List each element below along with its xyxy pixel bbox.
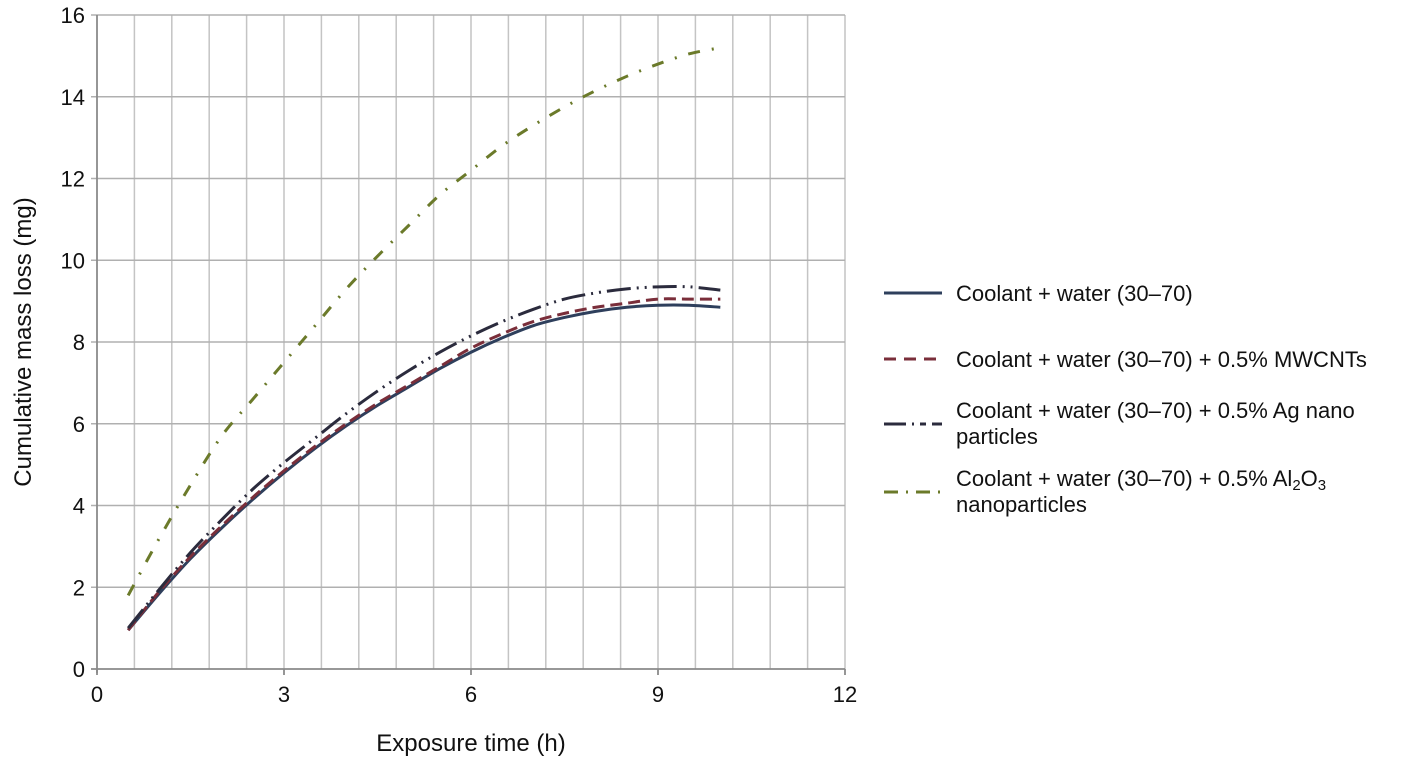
legend-item-ag-nanoparticles: Coolant + water (30–70) + 0.5% Ag nano p… [882,398,1355,450]
svg-text:0: 0 [73,657,85,682]
svg-text:4: 4 [73,494,85,519]
svg-text:8: 8 [73,330,85,355]
svg-text:16: 16 [61,3,85,28]
series-line [126,297,721,632]
svg-text:9: 9 [652,682,664,707]
y-axis-title: Cumulative mass loss (mg) [10,197,37,487]
legend-label: Coolant + water (30–70) [956,281,1193,306]
legend-item-coolant-water: Coolant + water (30–70) [882,281,1193,307]
series-line [126,284,721,630]
x-axis-title: Exposure time (h) [376,730,566,757]
dashed-line-swatch-icon [884,357,942,361]
svg-text:12: 12 [61,167,85,192]
svg-text:6: 6 [73,412,85,437]
axes [91,15,846,675]
legend-label: Coolant + water (30–70) + 0.5% Ag nano p… [956,398,1355,449]
series-line [126,46,721,597]
svg-text:14: 14 [61,85,85,110]
solid-line-swatch-icon [884,291,942,295]
data-series [126,46,721,632]
series-line [127,303,721,632]
svg-text:12: 12 [833,682,857,707]
svg-text:10: 10 [61,248,85,273]
legend-label: Coolant + water (30–70) + 0.5% Al2O3 nan… [956,466,1327,517]
gridlines [91,14,846,669]
legend-item-al2o3-nanoparticles: Coolant + water (30–70) + 0.5% Al2O3 nan… [882,466,1326,518]
svg-text:2: 2 [73,575,85,600]
dash-dot-line-swatch-icon [884,490,942,494]
tick-labels: 0 3 6 9 12 0 2 4 6 8 10 12 14 16 [61,3,858,707]
legend-label: Coolant + water (30–70) + 0.5% MWCNTs [956,347,1367,372]
dash-dot-dot-line-swatch-icon [884,422,942,426]
svg-text:6: 6 [465,682,477,707]
svg-text:0: 0 [91,682,103,707]
legend-item-mwcnts: Coolant + water (30–70) + 0.5% MWCNTs [882,347,1367,373]
svg-text:3: 3 [278,682,290,707]
